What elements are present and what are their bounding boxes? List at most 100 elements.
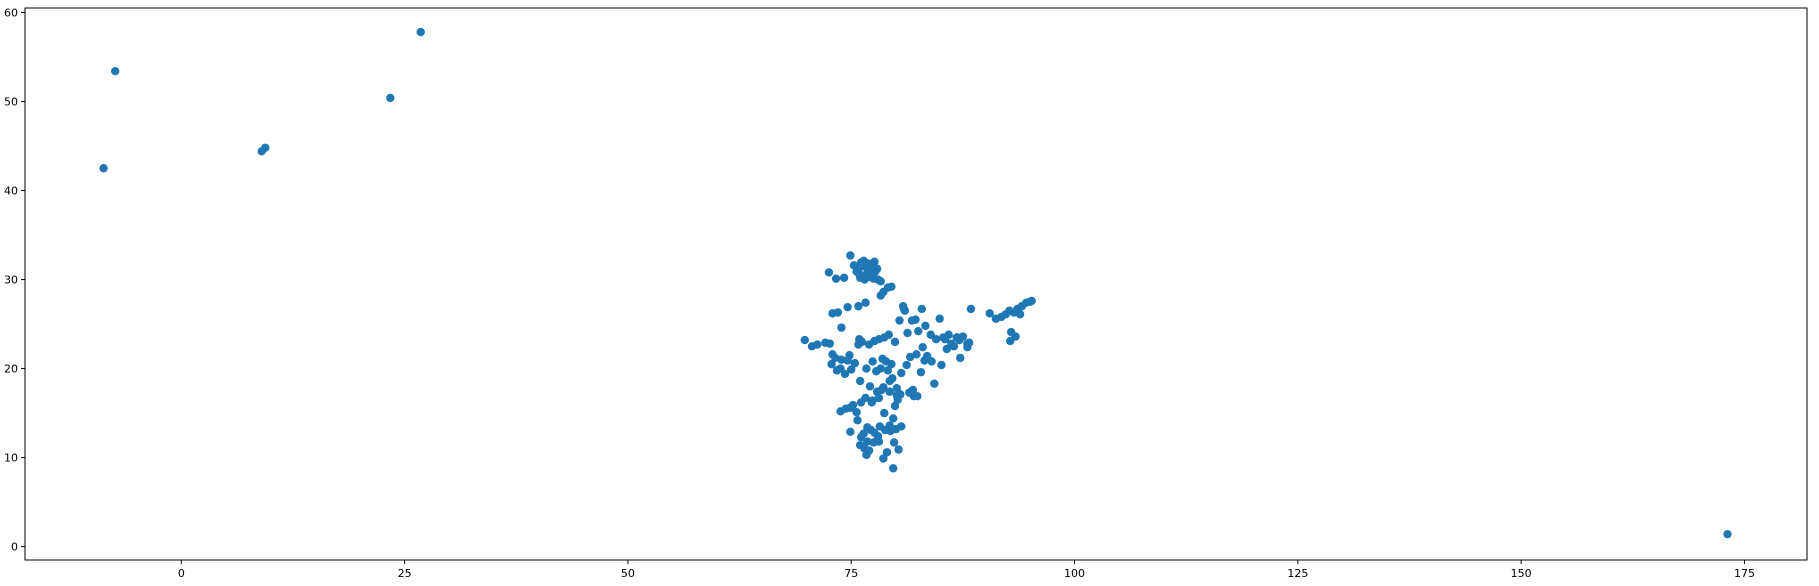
scatter-point <box>900 306 910 315</box>
y-tick-label: 30 <box>4 274 18 287</box>
scatter-point <box>852 408 861 417</box>
scatter-point <box>862 450 871 460</box>
scatter-point <box>839 273 849 282</box>
scatter-point <box>985 309 994 318</box>
scatter-point <box>963 343 972 352</box>
scatter-point <box>386 93 395 103</box>
scatter-point <box>861 393 870 403</box>
scatter-point <box>955 335 964 345</box>
scatter-point <box>800 335 809 345</box>
scatter-point <box>852 267 861 276</box>
scatter-point <box>871 267 880 276</box>
scatter-point <box>825 339 835 348</box>
y-axis: 0 10 20 30 40 50 60 <box>4 6 25 554</box>
y-tick-label: 10 <box>4 452 18 465</box>
x-tick-label: 25 <box>398 567 412 580</box>
scatter-point <box>863 437 872 446</box>
scatter-point <box>887 359 896 369</box>
scatter-point <box>837 323 846 332</box>
scatter-point <box>261 143 270 152</box>
scatter-point <box>876 277 885 286</box>
scatter-point <box>868 357 877 366</box>
scatter-point <box>864 259 873 268</box>
scatter-point <box>824 268 834 277</box>
scatter-point <box>853 416 862 425</box>
scatter-point <box>879 454 888 463</box>
x-tick-label: 175 <box>1734 567 1755 580</box>
scatter-point <box>889 464 898 473</box>
scatter-point <box>902 360 911 370</box>
scatter-point <box>889 438 899 447</box>
x-tick-label: 150 <box>1511 567 1532 580</box>
scatter-point <box>880 408 889 418</box>
scatter-point <box>883 366 893 375</box>
y-tick-label: 20 <box>4 363 18 376</box>
scatter-point <box>840 369 850 379</box>
scatter-point <box>857 337 867 347</box>
scatter-point <box>877 385 886 395</box>
x-tick-label: 0 <box>178 567 185 580</box>
plot-frame <box>24 7 1808 561</box>
scatter-point <box>845 351 854 360</box>
scatter-point <box>855 376 865 386</box>
scatter-point <box>931 335 941 344</box>
scatter-point <box>876 291 885 300</box>
scatter-point <box>895 316 904 325</box>
scatter-point <box>897 368 906 378</box>
y-tick-label: 50 <box>4 95 18 108</box>
scatter-point <box>882 448 892 457</box>
scatter-point <box>827 359 836 369</box>
x-tick-label: 75 <box>844 567 858 580</box>
scatter-point <box>897 422 906 431</box>
scatter-point <box>1027 296 1036 306</box>
scatter-point <box>917 304 927 314</box>
scatter-point <box>896 390 905 399</box>
scatter-point <box>416 27 425 37</box>
scatter-point <box>813 340 822 349</box>
scatter-point <box>843 302 852 312</box>
scatter-point <box>890 401 900 411</box>
scatter-point <box>935 314 944 323</box>
scatter-point <box>850 359 860 368</box>
scatter-point <box>856 432 866 442</box>
scatter-points <box>99 27 1732 539</box>
scatter-point <box>885 376 894 386</box>
scatter-point <box>894 445 903 454</box>
scatter-point <box>890 337 900 347</box>
scatter-point <box>831 274 841 283</box>
scatter-point <box>111 67 120 76</box>
scatter-point <box>885 387 894 396</box>
scatter-point <box>874 393 884 403</box>
scatter-point <box>912 350 921 359</box>
y-tick-label: 0 <box>11 541 18 554</box>
scatter-point <box>846 427 855 436</box>
scatter-point <box>930 379 939 388</box>
scatter-point <box>921 321 930 331</box>
scatter-point <box>940 335 950 344</box>
x-tick-label: 50 <box>621 567 635 580</box>
scatter-point <box>887 282 896 291</box>
scatter-point <box>1015 310 1025 319</box>
scatter-point <box>884 330 893 339</box>
scatter-point <box>966 304 976 314</box>
y-tick-label: 60 <box>4 6 18 19</box>
x-tick-label: 125 <box>1287 567 1308 580</box>
scatter-point <box>837 355 846 364</box>
scatter-point <box>889 414 898 423</box>
scatter-point <box>911 315 920 324</box>
scatter-point <box>847 365 856 374</box>
scatter-point <box>862 364 871 373</box>
scatter-point <box>937 360 946 370</box>
scatter-point <box>916 367 926 377</box>
scatter-point <box>863 423 872 432</box>
scatter-point <box>841 404 851 413</box>
x-axis: 0 25 50 75 100 125 150 175 <box>178 560 1755 580</box>
scatter-point <box>846 251 855 260</box>
scatter-point <box>903 328 912 338</box>
scatter-point <box>1723 529 1732 539</box>
scatter-point <box>1011 332 1020 341</box>
scatter-point <box>874 437 884 446</box>
scatter-point <box>875 422 885 431</box>
scatter-point <box>914 326 923 336</box>
